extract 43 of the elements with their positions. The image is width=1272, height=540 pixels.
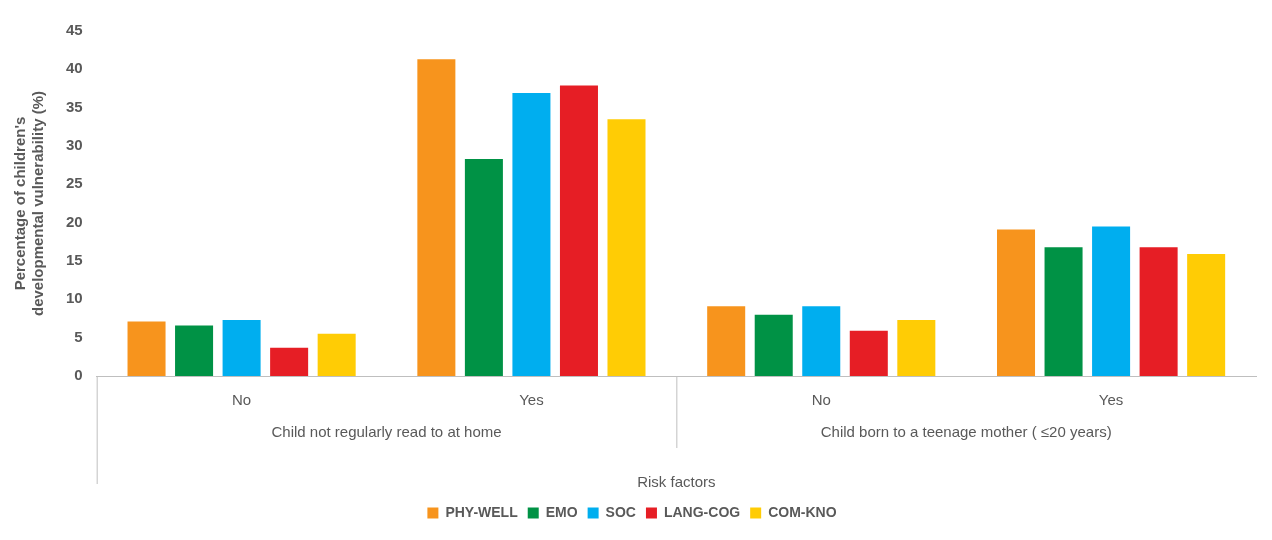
- legend-label: COM-KNO: [768, 503, 837, 520]
- y-tick-label: 5: [74, 327, 83, 345]
- bar: [1044, 247, 1083, 376]
- bar: [707, 306, 746, 376]
- legend-label: SOC: [605, 503, 636, 520]
- bar: [559, 85, 598, 376]
- bar: [417, 59, 456, 376]
- bar: [849, 330, 888, 376]
- x-axis-title: Risk factors: [637, 473, 716, 491]
- bar: [175, 325, 214, 376]
- y-tick-label: 35: [66, 97, 83, 115]
- x-tick-label: No: [811, 391, 831, 409]
- y-tick-label: 15: [66, 251, 83, 269]
- bar: [997, 229, 1036, 376]
- bar: [317, 333, 356, 376]
- bar: [464, 159, 503, 376]
- y-tick-label: 0: [74, 366, 83, 384]
- y-tick-label: 20: [66, 212, 83, 230]
- y-tick-label: 25: [66, 174, 83, 192]
- y-tick-label: 30: [66, 136, 83, 154]
- x-tick-label: No: [232, 391, 252, 409]
- y-tick-label: 40: [66, 59, 83, 77]
- legend-label: PHY-WELL: [445, 503, 519, 520]
- x-tick-label: Yes: [519, 391, 544, 409]
- bar: [897, 320, 936, 376]
- text: Child born to a teenage mother ( ≤20 years): [820, 423, 1112, 441]
- x-tick-label: Yes: [1098, 391, 1124, 409]
- bar: [1092, 226, 1131, 376]
- bar: [1187, 254, 1226, 376]
- bar: [607, 119, 646, 376]
- y-axis-title: Percentage of children's developmental vulnerability (%): [11, 90, 47, 317]
- bar: [802, 306, 841, 376]
- bar: [1139, 247, 1178, 376]
- bar: [754, 314, 793, 376]
- y-tick-label: 45: [66, 21, 83, 39]
- y-tick-label: 10: [66, 289, 83, 307]
- legend-label: LANG-COG: [663, 503, 741, 520]
- bar: [222, 320, 261, 376]
- bar: [512, 93, 551, 376]
- text: Child not regularly read to at home: [271, 423, 502, 441]
- bar: [127, 321, 166, 376]
- legend-label: EMO: [545, 503, 578, 520]
- bar: [270, 347, 309, 376]
